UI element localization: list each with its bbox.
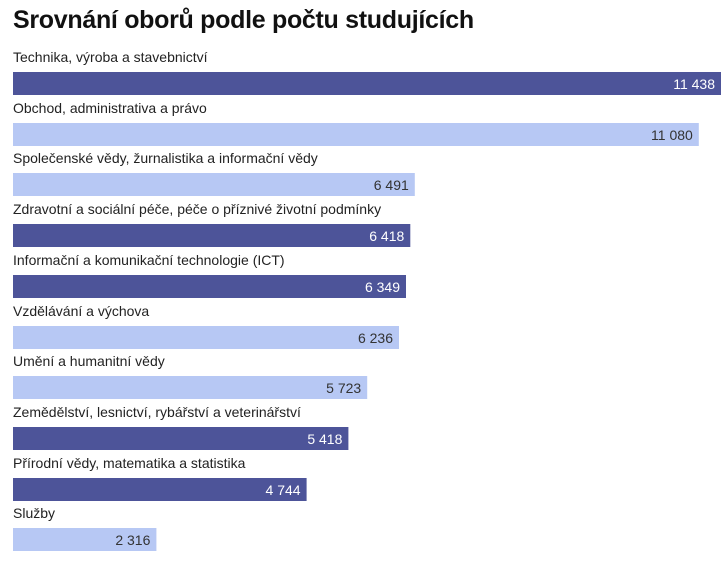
value-label: 11 438 (673, 76, 715, 92)
value-label: 2 316 (115, 532, 150, 548)
bar (13, 478, 307, 501)
bar (13, 528, 157, 551)
category-label: Technika, výroba a stavebnictví (13, 49, 208, 65)
chart-title: Srovnání oborů podle počtu studujících (13, 6, 474, 34)
bar (13, 275, 406, 298)
category-label: Informační a komunikační technologie (IC… (13, 252, 285, 268)
bar (13, 326, 399, 349)
value-label: 6 491 (374, 177, 409, 193)
category-label: Zdravotní a sociální péče, péče o přízni… (13, 201, 381, 217)
category-label: Umění a humanitní vědy (13, 353, 165, 369)
bar (13, 72, 721, 95)
value-label: 5 723 (326, 380, 361, 396)
category-label: Služby (13, 505, 55, 521)
value-label: 4 744 (266, 482, 301, 498)
bar (13, 427, 349, 450)
value-label: 11 080 (651, 127, 693, 143)
value-label: 6 349 (365, 279, 400, 295)
value-label: 5 418 (307, 431, 342, 447)
value-label: 6 418 (369, 228, 404, 244)
value-label: 6 236 (358, 330, 393, 346)
category-label: Společenské vědy, žurnalistika a informa… (13, 150, 318, 166)
bar (13, 173, 415, 196)
category-label: Přírodní vědy, matematika a statistika (13, 455, 246, 471)
category-label: Zemědělství, lesnictví, rybářství a vete… (13, 404, 301, 420)
category-label: Vzdělávání a výchova (13, 303, 149, 319)
category-label: Obchod, administrativa a právo (13, 100, 207, 116)
bar (13, 376, 368, 399)
bar (13, 123, 699, 146)
bar (13, 224, 411, 247)
